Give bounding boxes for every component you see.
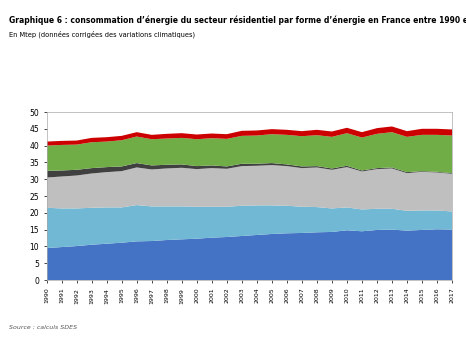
Text: Source : calculs SDES: Source : calculs SDES (9, 325, 77, 330)
Text: En Mtep (données corrigées des variations climatiques): En Mtep (données corrigées des variation… (9, 31, 195, 38)
Text: Graphique 6 : consommation d’énergie du secteur résidentiel par forme d’énergie : Graphique 6 : consommation d’énergie du … (9, 15, 466, 25)
